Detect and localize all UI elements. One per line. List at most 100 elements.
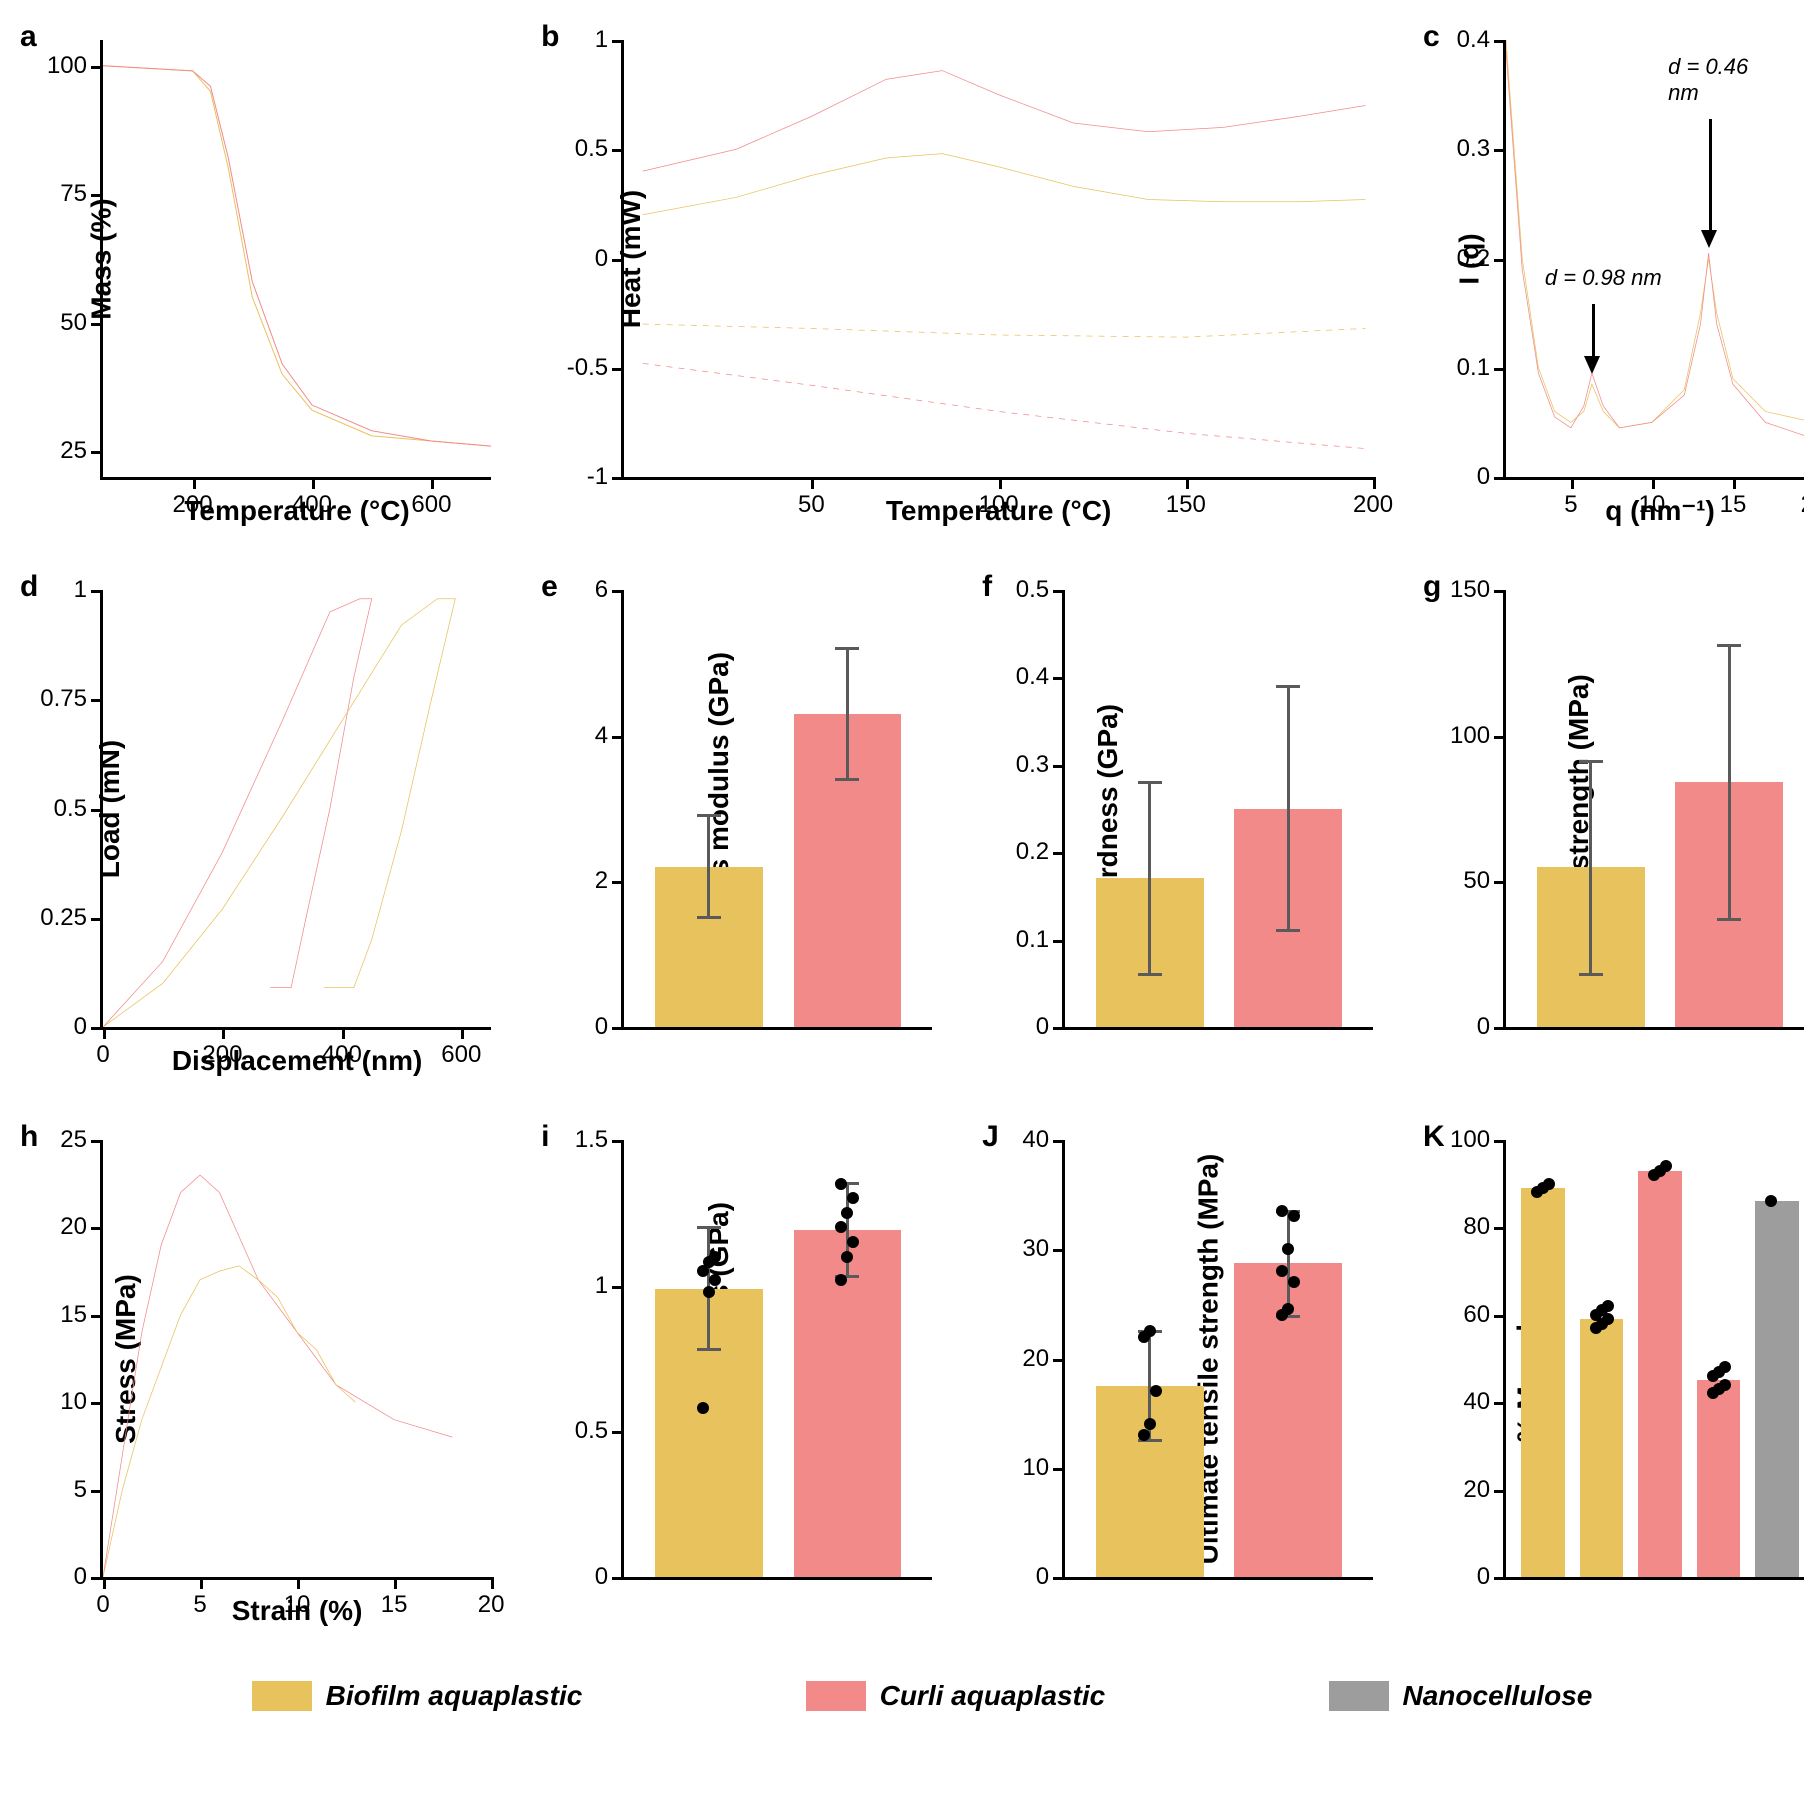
ytick-label: 100 [1450, 1126, 1506, 1154]
ytick-label: 0.5 [575, 135, 624, 163]
data-point [1602, 1300, 1614, 1312]
bar [1755, 1201, 1798, 1577]
series-line [103, 66, 491, 446]
data-point [709, 1251, 721, 1263]
series-line [643, 363, 1366, 448]
bar [1638, 1171, 1681, 1577]
panel-label: J [982, 1120, 999, 1154]
ytick-label: 6 [595, 576, 624, 604]
panel-a: aMass (%)Temperature (°C)255075100200400… [20, 20, 501, 540]
data-point [835, 1178, 847, 1190]
ytick-label: 1 [595, 26, 624, 54]
ytick-label: 0 [1477, 1563, 1506, 1591]
legend: Biofilm aquaplasticCurli aquaplasticNano… [20, 1670, 1804, 1722]
annotation: d = 0.46 nm [1668, 54, 1765, 106]
panel-label: h [20, 1120, 38, 1154]
data-point [1138, 1429, 1150, 1441]
plot-area: Young's modulus (GPa)00.511.5 [621, 1140, 932, 1580]
data-point [1288, 1210, 1300, 1222]
ytick-label: 20 [1463, 1476, 1506, 1504]
xtick-label: 10 [284, 1577, 311, 1619]
panel-b: bHeat (mW)Temperature (°C)-1-0.500.51501… [541, 20, 1383, 540]
ytick-label: 25 [60, 437, 103, 465]
ytick-label: 75 [60, 180, 103, 208]
bar [1697, 1380, 1740, 1577]
data-point [697, 1402, 709, 1414]
xtick-label: 400 [292, 477, 332, 519]
ytick-label: 0 [1477, 1013, 1506, 1041]
data-point [841, 1207, 853, 1219]
panel-label: e [541, 570, 558, 604]
ytick-label: 1 [595, 1272, 624, 1300]
ytick-label: 5 [74, 1476, 103, 1504]
panel-j: JUltimate tensile strength (MPa)01020304… [982, 1120, 1383, 1640]
legend-swatch [252, 1681, 312, 1711]
xtick-label: 200 [1353, 477, 1393, 519]
panel-g: g Yield strength (MPa)050100150 [1423, 570, 1804, 1090]
ytick-label: 0 [1477, 463, 1506, 491]
xtick-label: 200 [202, 1027, 242, 1069]
ytick-label: 50 [1463, 867, 1506, 895]
figure-grid: aMass (%)Temperature (°C)255075100200400… [20, 20, 1804, 1722]
data-point [1765, 1195, 1777, 1207]
plot-area: Stress (MPa)Strain (%)051015202505101520 [100, 1140, 491, 1580]
data-point [847, 1192, 859, 1204]
plot-area: Yield strength (MPa)050100150 [1503, 590, 1804, 1030]
legend-item: Curli aquaplastic [806, 1680, 1106, 1712]
series-line [643, 154, 1366, 215]
ytick-label: 0.4 [1016, 663, 1065, 691]
xtick-label: 100 [979, 477, 1019, 519]
ytick-label: 0.5 [575, 1417, 624, 1445]
ytick-label: 40 [1463, 1388, 1506, 1416]
legend-label: Curli aquaplastic [880, 1680, 1106, 1712]
xtick-label: 0 [96, 1577, 109, 1619]
data-point [835, 1221, 847, 1233]
ytick-label: 100 [1450, 722, 1506, 750]
ytick-label: 0.5 [1016, 576, 1065, 604]
series-line [103, 599, 372, 1027]
ytick-label: 0.1 [1457, 354, 1506, 382]
xtick-label: 5 [1564, 477, 1577, 519]
ytick-label: -0.5 [567, 354, 624, 382]
panel-h: h Stress (MPa)Strain (%)05101520250510152… [20, 1120, 501, 1640]
ytick-label: 80 [1463, 1213, 1506, 1241]
plot-area: I (q)q (nm⁻¹)00.10.20.30.45101520d = 0.9… [1503, 40, 1804, 480]
panel-label: d [20, 570, 38, 604]
xtick-label: 10 [1639, 477, 1666, 519]
ytick-label: 30 [1022, 1235, 1065, 1263]
plot-area: Young's modulus (GPa)0246 [621, 590, 932, 1030]
ytick-label: 150 [1450, 576, 1506, 604]
plot-area: % Mass loss020406080100 [1503, 1140, 1804, 1580]
series-line [103, 66, 491, 446]
panel-f: fHardness (GPa)00.10.20.30.40.5 [982, 570, 1383, 1090]
xtick-label: 5 [193, 1577, 206, 1619]
data-point [1276, 1205, 1288, 1217]
ytick-label: 2 [595, 867, 624, 895]
panel-label: K [1423, 1120, 1445, 1154]
xtick-label: 20 [1801, 477, 1804, 519]
series-line [103, 1175, 452, 1577]
data-point [1144, 1325, 1156, 1337]
data-point [1144, 1418, 1156, 1430]
data-point [1719, 1379, 1731, 1391]
xtick-label: 400 [322, 1027, 362, 1069]
xtick-label: 20 [478, 1577, 505, 1619]
ytick-label: 1 [74, 576, 103, 604]
data-point [709, 1274, 721, 1286]
panel-label: g [1423, 570, 1441, 604]
ytick-label: 10 [1022, 1454, 1065, 1482]
ytick-label: 25 [60, 1126, 103, 1154]
ytick-label: 20 [60, 1213, 103, 1241]
data-point [1276, 1265, 1288, 1277]
ytick-label: 0 [1036, 1563, 1065, 1591]
ytick-label: 10 [60, 1388, 103, 1416]
ytick-label: 0.2 [1016, 838, 1065, 866]
data-point [841, 1251, 853, 1263]
bar [1580, 1319, 1623, 1577]
data-point [703, 1286, 715, 1298]
xtick-label: 150 [1166, 477, 1206, 519]
ytick-label: 0 [595, 1563, 624, 1591]
legend-item: Biofilm aquaplastic [252, 1680, 583, 1712]
ytick-label: 0.4 [1457, 26, 1506, 54]
panel-label: b [541, 20, 559, 54]
